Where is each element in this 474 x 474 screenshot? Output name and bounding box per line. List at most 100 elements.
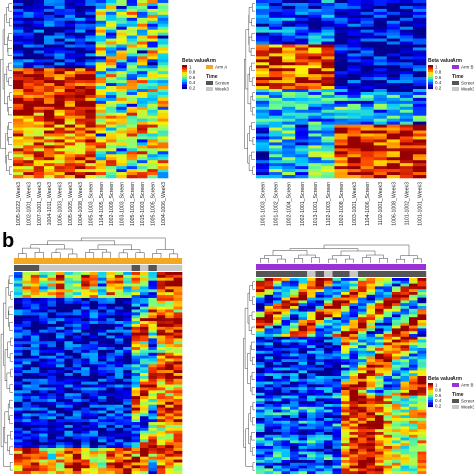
heatmap-cell <box>349 446 359 450</box>
heatmap-cell <box>23 74 34 78</box>
heatmap-cell <box>295 124 309 128</box>
heatmap-cell <box>157 160 169 164</box>
legend-time-title: Time <box>206 74 218 80</box>
heatmap-cell <box>98 286 107 290</box>
heatmap-cell <box>64 106 76 111</box>
heatmap-cell <box>85 139 96 143</box>
heatmap-cell <box>148 361 158 365</box>
heatmap-cell <box>332 460 342 464</box>
heatmap-cell <box>341 334 350 338</box>
heatmap-cell <box>281 429 291 433</box>
heatmap-cell <box>114 419 124 423</box>
heatmap-cell <box>347 136 361 140</box>
heatmap-cell <box>156 274 166 279</box>
heatmap-cell <box>13 26 24 30</box>
heatmap-cell <box>14 332 23 336</box>
column-label: 1001-1001_Week3 <box>417 182 423 226</box>
heatmap-cell <box>75 47 86 51</box>
heatmap-cell <box>383 325 393 329</box>
heatmap-cell <box>392 376 401 380</box>
heatmap-cell <box>106 53 117 57</box>
heatmap-cell <box>123 456 132 460</box>
heatmap-cell <box>264 317 274 321</box>
heatmap-cell <box>256 53 270 57</box>
heatmap-cell <box>256 289 265 293</box>
heatmap-cell <box>30 378 40 382</box>
heatmap-cell <box>54 86 65 90</box>
heatmap-cell <box>89 390 99 394</box>
heatmap-cell <box>281 376 291 380</box>
heatmap-cell <box>375 415 384 419</box>
heatmap-cell <box>307 432 316 436</box>
heatmap-cell <box>264 280 274 284</box>
heatmap-cell <box>106 65 117 69</box>
heatmap-cell <box>341 443 350 447</box>
heatmap-cell <box>308 59 322 63</box>
heatmap-cell <box>98 344 107 348</box>
heatmap-cell <box>64 445 74 449</box>
dendrogram-branch <box>245 428 253 467</box>
heatmap-cell <box>123 450 132 455</box>
heatmap-cell <box>373 65 388 69</box>
heatmap-cell <box>400 390 410 394</box>
dendrogram-branch <box>6 66 9 82</box>
time-legend-label: Week3 <box>215 87 229 92</box>
heatmap-cell <box>140 410 149 414</box>
heatmap-cell <box>412 91 427 96</box>
heatmap-cell <box>157 80 169 84</box>
heatmap-cell <box>64 112 76 116</box>
time-annotation-cell <box>165 265 174 271</box>
heatmap-cell <box>75 163 86 167</box>
heatmap-cell <box>13 112 24 116</box>
heatmap-cell <box>116 26 127 30</box>
heatmap-cell <box>324 451 333 455</box>
heatmap-cell <box>392 462 401 466</box>
heatmap-cell <box>47 448 57 452</box>
dendrogram-branch <box>249 125 253 142</box>
heatmap-cell <box>307 348 316 352</box>
heatmap-cell <box>30 404 40 408</box>
heatmap-cell <box>308 145 322 149</box>
heatmap-cell <box>157 94 169 99</box>
heatmap-cell <box>116 14 127 19</box>
heatmap-cell <box>273 468 282 472</box>
heatmap-cell <box>417 348 427 352</box>
heatmap-cell <box>56 465 65 469</box>
heatmap-cell <box>54 38 65 42</box>
heatmap-a-left <box>13 0 169 179</box>
heatmap-cell <box>392 384 401 388</box>
heatmap-cell <box>360 44 374 48</box>
heatmap-cell <box>95 50 107 54</box>
heatmap-cell <box>383 334 393 338</box>
heatmap-cell <box>373 166 388 170</box>
heatmap-cell <box>417 395 427 399</box>
heatmap-cell <box>324 465 333 469</box>
heatmap-cell <box>269 65 283 69</box>
heatmap-cell <box>39 424 48 429</box>
heatmap-cell <box>54 89 65 93</box>
heatmap-cell <box>360 59 374 63</box>
heatmap-cell <box>81 274 90 279</box>
heatmap-cell <box>269 86 283 90</box>
heatmap-cell <box>14 401 23 406</box>
heatmap-cell <box>298 286 308 290</box>
heatmap-cell <box>321 41 335 45</box>
heatmap-cell <box>282 20 296 25</box>
heatmap-cell <box>173 450 183 455</box>
heatmap-cell <box>409 300 418 304</box>
heatmap-cell <box>64 453 74 457</box>
heatmap-cell <box>47 373 57 377</box>
heatmap-cell <box>332 415 342 419</box>
heatmap-cell <box>399 97 414 102</box>
heatmap-cell <box>140 321 149 325</box>
heatmap-cell <box>14 439 23 443</box>
heatmap-cell <box>56 424 65 429</box>
heatmap-cell <box>165 274 174 279</box>
heatmap-cell <box>256 8 270 13</box>
heatmap-cell <box>341 359 350 363</box>
heatmap-cell <box>358 322 367 326</box>
heatmap-cell <box>148 295 158 299</box>
heatmap-cell <box>409 283 418 287</box>
heatmap-cell <box>264 294 274 298</box>
heatmap-cell <box>332 373 342 377</box>
